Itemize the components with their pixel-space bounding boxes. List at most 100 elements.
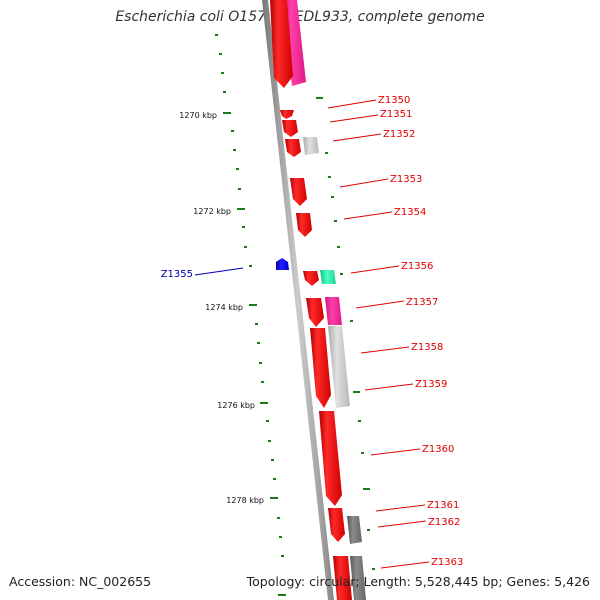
gene-label[interactable]: Z1350: [378, 95, 410, 106]
ruler-tick: [236, 168, 239, 170]
track-tick: [337, 246, 340, 248]
ruler-tick: [237, 208, 245, 210]
gene-label[interactable]: Z1351: [380, 109, 412, 120]
gene-label[interactable]: Z1352: [383, 129, 415, 140]
gene-label[interactable]: Z1353: [390, 174, 422, 185]
teal-feature: [320, 270, 336, 284]
connector-line: [377, 520, 427, 528]
ruler-tick: [266, 420, 269, 422]
ruler-tick: [257, 342, 260, 344]
ruler-tick: [279, 536, 282, 538]
light-gray-feature: [328, 326, 350, 408]
ruler-tick: [261, 381, 264, 383]
gene-arrow: [306, 298, 324, 327]
gene-label[interactable]: Z1354: [394, 207, 426, 218]
ruler-tick: [244, 246, 247, 248]
gene-arrow: [319, 411, 342, 506]
gene-label[interactable]: Z1357: [406, 297, 438, 308]
genome-backbone: [262, 0, 334, 600]
gene-label[interactable]: Z1358: [411, 342, 443, 353]
ruler-tick: [281, 555, 284, 557]
map-title: Escherichia coli O157:H7 EDL933, complet…: [115, 9, 485, 25]
magenta-feature: [325, 297, 342, 325]
ruler-tick: [249, 304, 257, 306]
ruler-label: 1274 kbp: [205, 303, 243, 312]
ruler-tick: [223, 91, 226, 93]
gene-arrow: [280, 110, 294, 119]
ruler-tick: [233, 149, 236, 151]
connector-line: [332, 133, 382, 142]
ruler-tick: [219, 53, 222, 55]
track-tick: [353, 391, 360, 393]
ruler-tick: [277, 517, 280, 519]
connector-line: [327, 99, 377, 109]
gene-arrow: [328, 508, 345, 542]
ruler-tick: [223, 112, 231, 114]
ruler-tick: [215, 34, 218, 36]
track-tick: [334, 220, 337, 222]
connector-line: [380, 561, 430, 569]
gene-label[interactable]: Z1356: [401, 261, 433, 272]
connector-line: [355, 300, 405, 309]
ruler-tick: [238, 188, 241, 190]
ruler-label: 1278 kbp: [226, 496, 264, 505]
ruler-tick: [255, 323, 258, 325]
gene-arrow: [303, 271, 319, 286]
connector-line: [343, 211, 393, 220]
gene-label[interactable]: Z1359: [415, 379, 447, 390]
gene-label[interactable]: Z1361: [427, 500, 459, 511]
track-tick: [361, 452, 364, 454]
track-tick: [331, 196, 334, 198]
track-tick: [372, 568, 375, 570]
ruler-ticks: [215, 34, 286, 596]
ruler-tick: [260, 402, 268, 404]
ruler-tick: [268, 440, 271, 442]
track-tick: [367, 529, 370, 531]
ruler-tick: [271, 459, 274, 461]
ruler-tick: [221, 72, 224, 74]
accession-text: Accession: NC_002655: [9, 574, 152, 589]
gene-arrow: [270, 0, 293, 88]
track-tick: [328, 176, 331, 178]
reverse-gene-arrow: [276, 258, 289, 270]
track-tick: [340, 273, 343, 275]
ruler-tick: [278, 594, 286, 596]
ruler-tick: [273, 478, 276, 480]
light-gray-feature: [303, 137, 319, 155]
gene-arrow: [290, 178, 307, 206]
gene-arrow: [285, 139, 301, 157]
connector-line: [350, 265, 400, 274]
dark-gray-feature: [347, 516, 362, 544]
ruler-label: 1276 kbp: [217, 401, 255, 410]
connector-line: [329, 114, 379, 123]
forward-genes: [270, 0, 352, 600]
gene-label[interactable]: Z1355: [161, 269, 193, 280]
gene-arrow: [333, 556, 352, 600]
ruler-tick: [249, 265, 252, 267]
gene-label[interactable]: Z1363: [431, 557, 463, 568]
topology-text: Topology: circular; Length: 5,528,445 bp…: [246, 574, 590, 589]
label-connectors: [194, 99, 430, 569]
right-track-ticks: [316, 97, 375, 570]
connector-line: [364, 383, 414, 391]
gene-labels: Z1350 Z1351 Z1352 Z1353 Z1354 Z1355 Z135…: [161, 95, 464, 568]
gene-arrow: [296, 213, 312, 237]
connector-line: [360, 346, 410, 354]
track-tick: [325, 152, 328, 154]
ruler-label: 1270 kbp: [179, 111, 217, 120]
ruler-tick: [231, 130, 234, 132]
connector-line: [375, 504, 426, 512]
track-tick: [316, 97, 323, 99]
ruler-tick: [259, 362, 262, 364]
track-tick: [358, 420, 361, 422]
connector-line: [370, 448, 421, 456]
connector-line: [194, 267, 244, 276]
ruler-labels: 1270 kbp 1272 kbp 1274 kbp 1276 kbp 1278…: [179, 111, 264, 505]
gene-label[interactable]: Z1360: [422, 444, 454, 455]
dark-gray-feature: [350, 556, 366, 600]
ruler-tick: [270, 497, 278, 499]
gene-label[interactable]: Z1362: [428, 517, 460, 528]
ruler-label: 1272 kbp: [193, 207, 231, 216]
connector-line: [339, 178, 389, 188]
